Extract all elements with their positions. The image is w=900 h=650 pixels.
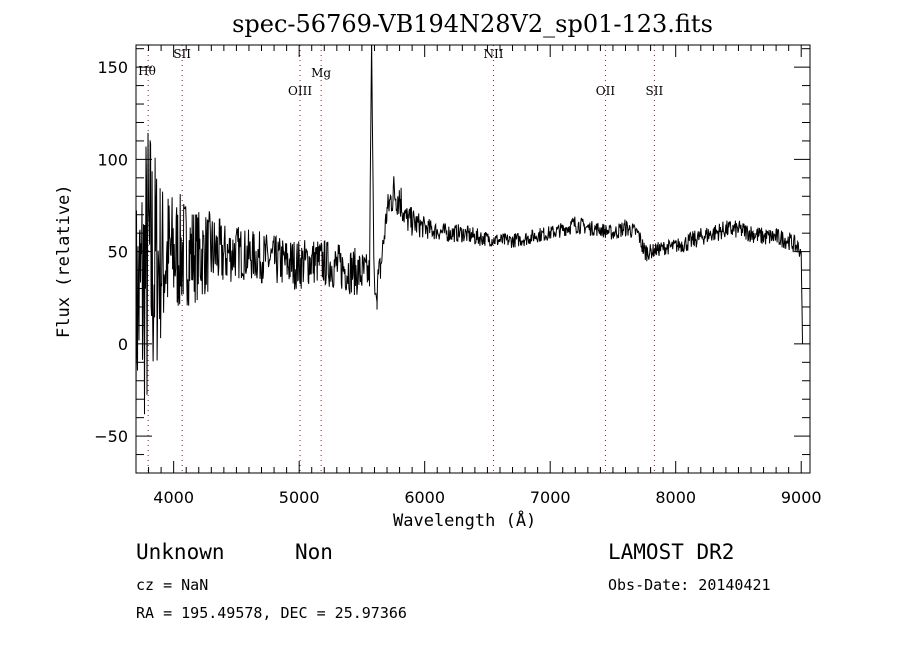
line-mark-label: OIII xyxy=(288,84,312,98)
y-tick-label: 150 xyxy=(97,58,128,77)
object-class: Unknown xyxy=(136,540,225,564)
spectrum-line xyxy=(136,45,803,418)
line-mark-label: SII xyxy=(646,84,664,98)
line-mark-label: OII xyxy=(596,84,616,98)
x-tick-label: 6000 xyxy=(404,488,445,507)
line-mark-label: Mg xyxy=(311,66,331,80)
plot-frame xyxy=(135,44,811,474)
y-tick-label: 100 xyxy=(97,150,128,169)
x-axis-label: Wavelength (Å) xyxy=(393,511,537,531)
x-tick-label: 8000 xyxy=(655,488,696,507)
redshift-cz: cz = NaN xyxy=(136,576,209,594)
object-subclass: Non xyxy=(295,540,333,564)
survey-name: LAMOST DR2 xyxy=(608,540,735,564)
y-tick-label: 0 xyxy=(118,335,128,354)
line-mark-label: NII xyxy=(483,47,503,61)
line-mark-label: Hθ xyxy=(138,64,156,78)
x-tick-label: 5000 xyxy=(279,488,320,507)
x-tick-label: 7000 xyxy=(530,488,571,507)
y-tick-label: 50 xyxy=(108,243,128,262)
line-mark-label: SII xyxy=(173,47,191,61)
x-tick-label: 4000 xyxy=(153,488,194,507)
y-tick-label: −50 xyxy=(94,427,128,446)
x-tick-label: 9000 xyxy=(781,488,822,507)
coordinates: RA = 195.49578, DEC = 25.97366 xyxy=(136,604,407,622)
chart-title: spec-56769-VB194N28V2_sp01-123.fits xyxy=(232,10,713,38)
y-axis-label: Flux (relative) xyxy=(54,184,74,338)
obs-date: Obs-Date: 20140421 xyxy=(608,576,771,594)
